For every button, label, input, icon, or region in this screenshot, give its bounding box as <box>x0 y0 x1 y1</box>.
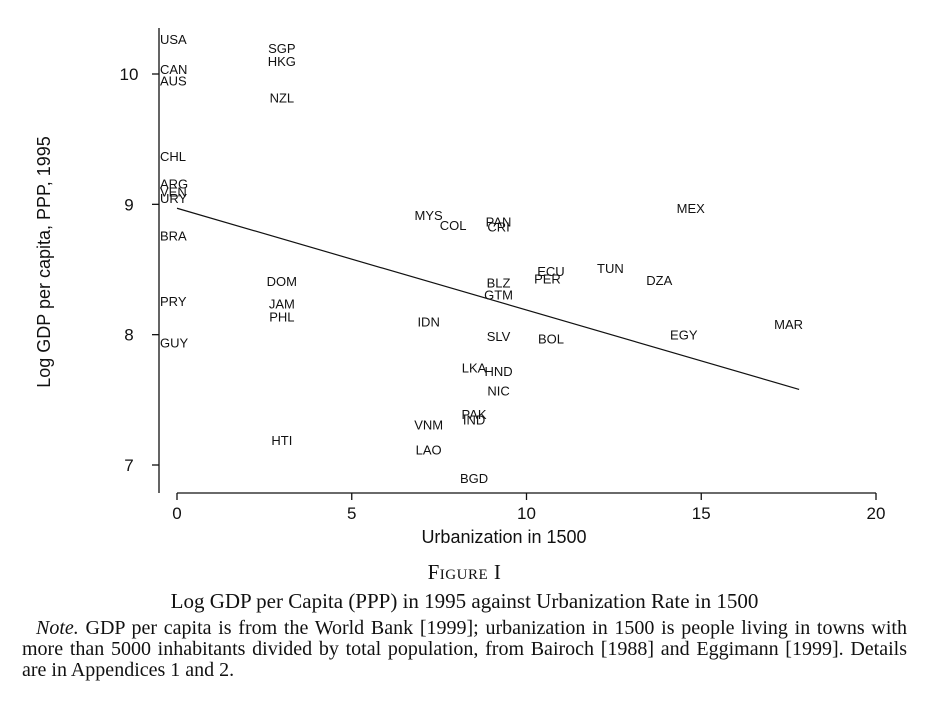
point-label: AUS <box>160 74 187 89</box>
fit-line-group <box>176 207 800 390</box>
point-label: IDN <box>417 315 439 330</box>
y-tick-label: 7 <box>124 456 133 475</box>
point-label: GTM <box>484 287 513 302</box>
point-label: HND <box>484 364 512 379</box>
y-tick-label: 10 <box>120 65 139 84</box>
point-label: HTI <box>271 433 292 448</box>
point-label: IND <box>463 412 485 427</box>
y-axis-label: Log GDP per capita, PPP, 1995 <box>34 136 54 388</box>
point-label: PAK <box>462 407 487 422</box>
y-tick-label: 8 <box>124 326 133 345</box>
x-tick-label: 20 <box>867 504 886 523</box>
point-label: VNM <box>414 418 443 433</box>
note-label: Note. <box>36 617 79 639</box>
point-label: BLZ <box>487 276 511 291</box>
x-tick-label: 0 <box>172 504 181 523</box>
x-tick-label: 15 <box>692 504 711 523</box>
point-label: ECU <box>537 264 564 279</box>
point-label: BRA <box>160 229 187 244</box>
point-label: MAR <box>774 317 803 332</box>
x-tick-label: 5 <box>347 504 356 523</box>
point-label: MYS <box>415 208 444 223</box>
point-label: EGY <box>670 328 698 343</box>
point-label: CHL <box>160 149 186 164</box>
axes: 7 8 9 10 0 5 10 15 20 <box>120 28 886 523</box>
point-label: NZL <box>270 90 295 105</box>
point-label: URY <box>160 191 188 206</box>
point-label: DZA <box>646 273 672 288</box>
point-label: JAM <box>269 296 295 311</box>
point-label: MEX <box>677 201 706 216</box>
point-label: PRY <box>160 294 187 309</box>
figure-title: Log GDP per Capita (PPP) in 1995 against… <box>170 589 759 613</box>
x-tick-label: 10 <box>517 504 536 523</box>
fit-line <box>176 207 800 390</box>
note-text: GDP per capita is from the World Bank [1… <box>22 617 907 681</box>
point-label: TUN <box>597 261 624 276</box>
x-axis-label: Urbanization in 1500 <box>421 527 586 547</box>
point-label: PAN <box>486 214 512 229</box>
chart-area: 7 8 9 10 0 5 10 15 20 USA CAN AUS CHL ARG VEN URY BRA PR… <box>34 28 886 547</box>
y-tick-label: 9 <box>124 195 133 214</box>
point-label: LAO <box>416 442 442 457</box>
point-label: PER <box>534 272 561 287</box>
point-label: USA <box>160 32 187 47</box>
point-label: BOL <box>538 332 564 347</box>
point-label: HKG <box>268 54 296 69</box>
point-label: GUY <box>160 335 189 350</box>
point-label: CRI <box>487 219 509 234</box>
point-label: NIC <box>487 384 509 399</box>
point-label: LKA <box>462 360 487 375</box>
point-label: VEN <box>160 184 187 199</box>
point-label: ARG <box>160 176 188 191</box>
figure-note: Note. GDP per capita is from the World B… <box>22 618 907 681</box>
point-label: COL <box>440 218 467 233</box>
point-label: DOM <box>267 274 297 289</box>
point-label: SGP <box>268 41 295 56</box>
point-label: BGD <box>460 471 488 486</box>
point-label: SLV <box>487 329 511 344</box>
point-label: CAN <box>160 62 187 77</box>
figure-label: Figure I <box>427 560 502 584</box>
point-label: PHL <box>269 309 294 324</box>
figure-caption: Figure I Log GDP per Capita (PPP) in 199… <box>22 560 907 681</box>
